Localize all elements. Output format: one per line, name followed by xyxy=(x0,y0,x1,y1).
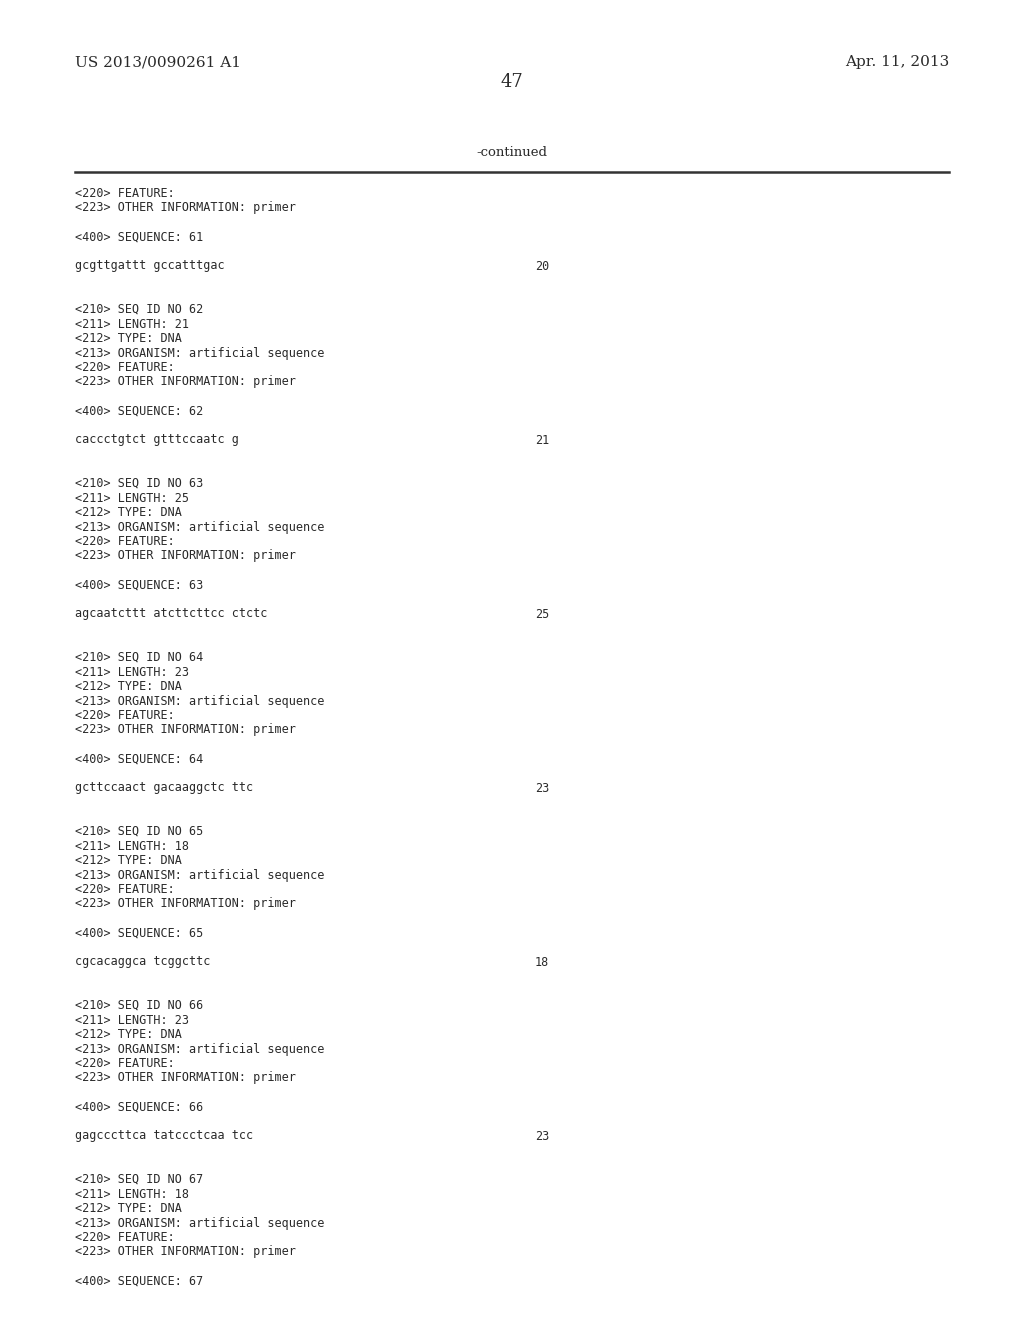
Text: <223> OTHER INFORMATION: primer: <223> OTHER INFORMATION: primer xyxy=(75,723,296,737)
Text: <400> SEQUENCE: 65: <400> SEQUENCE: 65 xyxy=(75,927,203,940)
Text: 23: 23 xyxy=(535,781,549,795)
Text: <212> TYPE: DNA: <212> TYPE: DNA xyxy=(75,1028,182,1041)
Text: <211> LENGTH: 18: <211> LENGTH: 18 xyxy=(75,1188,189,1200)
Text: <210> SEQ ID NO 62: <210> SEQ ID NO 62 xyxy=(75,304,203,315)
Text: <213> ORGANISM: artificial sequence: <213> ORGANISM: artificial sequence xyxy=(75,869,325,882)
Text: cgcacaggca tcggcttc: cgcacaggca tcggcttc xyxy=(75,956,210,969)
Text: <223> OTHER INFORMATION: primer: <223> OTHER INFORMATION: primer xyxy=(75,1246,296,1258)
Text: <210> SEQ ID NO 64: <210> SEQ ID NO 64 xyxy=(75,651,203,664)
Text: <400> SEQUENCE: 61: <400> SEQUENCE: 61 xyxy=(75,231,203,243)
Text: 47: 47 xyxy=(501,73,523,91)
Text: 23: 23 xyxy=(535,1130,549,1143)
Text: gcttccaact gacaaggctc ttc: gcttccaact gacaaggctc ttc xyxy=(75,781,253,795)
Text: 20: 20 xyxy=(535,260,549,272)
Text: caccctgtct gtttccaatc g: caccctgtct gtttccaatc g xyxy=(75,433,239,446)
Text: <211> LENGTH: 25: <211> LENGTH: 25 xyxy=(75,491,189,504)
Text: <400> SEQUENCE: 62: <400> SEQUENCE: 62 xyxy=(75,404,203,417)
Text: <220> FEATURE:: <220> FEATURE: xyxy=(75,1232,175,1243)
Text: US 2013/0090261 A1: US 2013/0090261 A1 xyxy=(75,55,241,69)
Text: <220> FEATURE:: <220> FEATURE: xyxy=(75,1057,175,1071)
Text: <211> LENGTH: 23: <211> LENGTH: 23 xyxy=(75,665,189,678)
Text: <210> SEQ ID NO 65: <210> SEQ ID NO 65 xyxy=(75,825,203,838)
Text: <213> ORGANISM: artificial sequence: <213> ORGANISM: artificial sequence xyxy=(75,1043,325,1056)
Text: <212> TYPE: DNA: <212> TYPE: DNA xyxy=(75,854,182,867)
Text: <220> FEATURE:: <220> FEATURE: xyxy=(75,535,175,548)
Text: <223> OTHER INFORMATION: primer: <223> OTHER INFORMATION: primer xyxy=(75,375,296,388)
Text: <400> SEQUENCE: 67: <400> SEQUENCE: 67 xyxy=(75,1275,203,1287)
Text: <400> SEQUENCE: 64: <400> SEQUENCE: 64 xyxy=(75,752,203,766)
Text: <210> SEQ ID NO 63: <210> SEQ ID NO 63 xyxy=(75,477,203,490)
Text: 18: 18 xyxy=(535,956,549,969)
Text: <212> TYPE: DNA: <212> TYPE: DNA xyxy=(75,680,182,693)
Text: <223> OTHER INFORMATION: primer: <223> OTHER INFORMATION: primer xyxy=(75,549,296,562)
Text: <211> LENGTH: 23: <211> LENGTH: 23 xyxy=(75,1014,189,1027)
Text: <223> OTHER INFORMATION: primer: <223> OTHER INFORMATION: primer xyxy=(75,1072,296,1085)
Text: <212> TYPE: DNA: <212> TYPE: DNA xyxy=(75,333,182,345)
Text: gagcccttca tatccctcaa tcc: gagcccttca tatccctcaa tcc xyxy=(75,1130,253,1143)
Text: agcaatcttt atcttcttcc ctctc: agcaatcttt atcttcttcc ctctc xyxy=(75,607,267,620)
Text: <212> TYPE: DNA: <212> TYPE: DNA xyxy=(75,1203,182,1214)
Text: -continued: -continued xyxy=(476,145,548,158)
Text: <213> ORGANISM: artificial sequence: <213> ORGANISM: artificial sequence xyxy=(75,520,325,533)
Text: <213> ORGANISM: artificial sequence: <213> ORGANISM: artificial sequence xyxy=(75,1217,325,1229)
Text: 21: 21 xyxy=(535,433,549,446)
Text: <220> FEATURE:: <220> FEATURE: xyxy=(75,360,175,374)
Text: <213> ORGANISM: artificial sequence: <213> ORGANISM: artificial sequence xyxy=(75,694,325,708)
Text: <223> OTHER INFORMATION: primer: <223> OTHER INFORMATION: primer xyxy=(75,202,296,214)
Text: Apr. 11, 2013: Apr. 11, 2013 xyxy=(845,55,949,69)
Text: <400> SEQUENCE: 66: <400> SEQUENCE: 66 xyxy=(75,1101,203,1114)
Text: <220> FEATURE:: <220> FEATURE: xyxy=(75,709,175,722)
Text: gcgttgattt gccatttgac: gcgttgattt gccatttgac xyxy=(75,260,224,272)
Text: <213> ORGANISM: artificial sequence: <213> ORGANISM: artificial sequence xyxy=(75,346,325,359)
Text: <220> FEATURE:: <220> FEATURE: xyxy=(75,187,175,201)
Text: <210> SEQ ID NO 67: <210> SEQ ID NO 67 xyxy=(75,1173,203,1185)
Text: <220> FEATURE:: <220> FEATURE: xyxy=(75,883,175,896)
Text: <400> SEQUENCE: 63: <400> SEQUENCE: 63 xyxy=(75,578,203,591)
Text: <223> OTHER INFORMATION: primer: <223> OTHER INFORMATION: primer xyxy=(75,898,296,911)
Text: 25: 25 xyxy=(535,607,549,620)
Text: <210> SEQ ID NO 66: <210> SEQ ID NO 66 xyxy=(75,999,203,1012)
Text: <212> TYPE: DNA: <212> TYPE: DNA xyxy=(75,506,182,519)
Text: <211> LENGTH: 21: <211> LENGTH: 21 xyxy=(75,318,189,330)
Text: <211> LENGTH: 18: <211> LENGTH: 18 xyxy=(75,840,189,853)
